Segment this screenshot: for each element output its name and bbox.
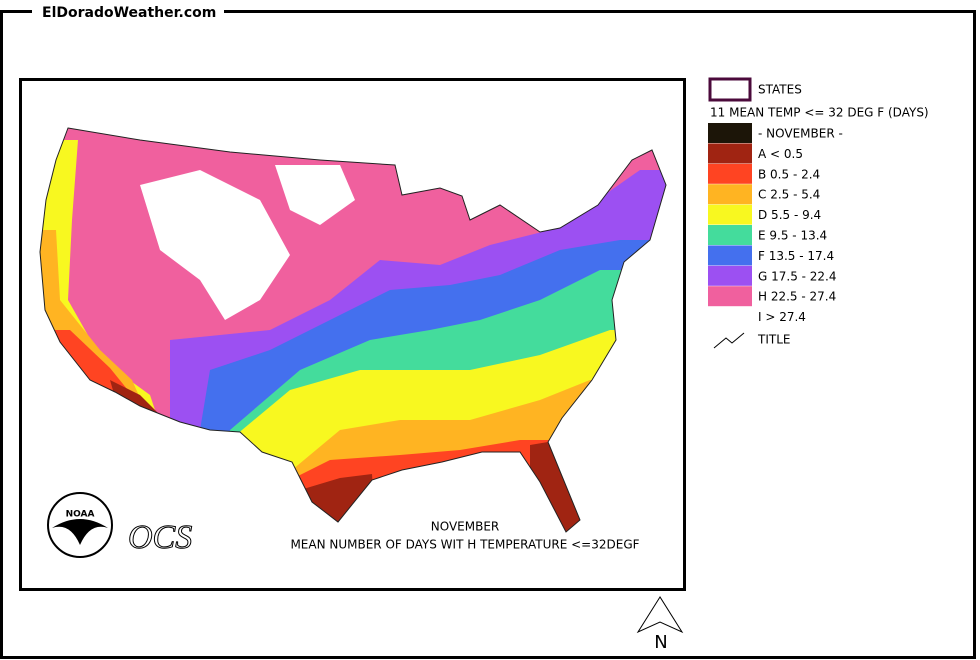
legend-label: B 0.5 - 2.4 bbox=[758, 167, 820, 181]
legend-label: I > 27.4 bbox=[758, 310, 806, 324]
legend-label: G 17.5 - 22.4 bbox=[758, 269, 837, 283]
header-bg bbox=[32, 2, 224, 22]
ocs-text: OCS bbox=[128, 519, 192, 556]
legend-swatch bbox=[708, 163, 752, 184]
legend-swatch bbox=[708, 306, 752, 327]
us-outline bbox=[39, 127, 667, 533]
map-month: NOVEMBER bbox=[431, 520, 500, 534]
legend-states: STATES bbox=[758, 83, 802, 97]
legend-label: H 22.5 - 27.4 bbox=[758, 290, 836, 304]
legend-swatch bbox=[708, 225, 752, 245]
map-caption: MEAN NUMBER OF DAYS WIT H TEMPERATURE <=… bbox=[290, 538, 639, 552]
legend-title-item: TITLE bbox=[757, 333, 790, 347]
legend-title: 11 MEAN TEMP <= 32 DEG F (DAYS) bbox=[710, 106, 929, 120]
legend-swatch bbox=[708, 204, 752, 225]
outer-frame bbox=[0, 10, 976, 659]
legend-label: A < 0.5 bbox=[758, 147, 803, 161]
north-arrow bbox=[636, 596, 684, 634]
zone bbox=[140, 170, 290, 320]
legend-label: - NOVEMBER - bbox=[758, 127, 843, 141]
legend-swatch bbox=[708, 184, 752, 205]
legend-label: D 5.5 - 9.4 bbox=[758, 208, 821, 222]
legend-swatch bbox=[708, 286, 752, 307]
legend-swatch bbox=[708, 143, 752, 164]
noaa-bird bbox=[52, 519, 108, 545]
zone bbox=[530, 440, 600, 532]
states-swatch bbox=[708, 77, 752, 102]
site-title: ElDoradoWeather.com bbox=[42, 5, 216, 21]
title-icon bbox=[713, 332, 745, 349]
legend-items: - NOVEMBER - A < 0.5 B 0.5 - 2.4 C 2.5 - 5.… bbox=[708, 123, 843, 327]
legend-label: C 2.5 - 5.4 bbox=[758, 188, 820, 202]
legend-label: E 9.5 - 13.4 bbox=[758, 229, 827, 243]
north-label: N bbox=[654, 632, 667, 653]
zone bbox=[275, 165, 355, 225]
legend-label: F 13.5 - 17.4 bbox=[758, 249, 834, 263]
legend-swatch bbox=[708, 265, 752, 286]
noaa-text: NOAA bbox=[66, 510, 95, 520]
legend-swatch bbox=[708, 245, 752, 266]
legend-swatch bbox=[708, 123, 752, 143]
